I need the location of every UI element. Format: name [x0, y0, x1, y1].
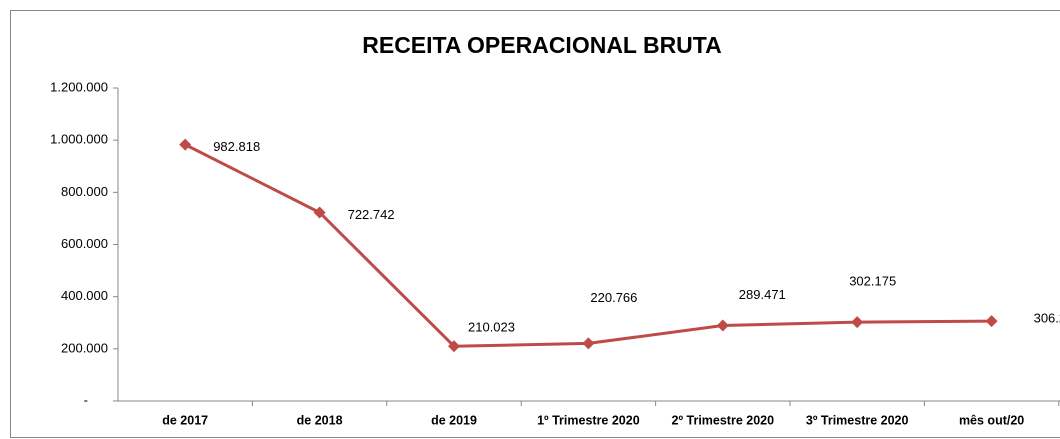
marker: [716, 319, 729, 332]
marker: [851, 316, 864, 329]
y-tick-label: -: [84, 392, 88, 407]
data-label: 982.818: [213, 139, 260, 154]
marker: [582, 337, 595, 350]
x-tick-label: 1º Trimestre 2020: [537, 413, 640, 427]
data-label: 220.766: [590, 290, 637, 305]
data-label: 302.175: [849, 274, 896, 289]
data-label: 722.742: [348, 207, 395, 222]
marker: [313, 206, 326, 219]
chart-title: RECEITA OPERACIONAL BRUTA: [362, 32, 722, 58]
chart-border: [10, 10, 1060, 438]
x-tick-label: de 2019: [431, 413, 477, 427]
marker: [448, 340, 460, 353]
x-tick-label: de 2017: [162, 413, 208, 427]
x-tick-label: 2º Trimestre 2020: [672, 413, 775, 427]
data-label: 306.237: [1034, 311, 1060, 326]
marker: [985, 315, 998, 328]
y-tick-label: 1.000.000: [50, 132, 108, 147]
x-tick-label: 3º Trimestre 2020: [806, 413, 909, 427]
marker: [179, 138, 192, 151]
data-label: 289.471: [739, 287, 786, 302]
y-tick-label: 600.000: [61, 236, 108, 251]
data-label: 210.023: [468, 320, 515, 335]
y-tick-label: 1.200.000: [50, 79, 108, 94]
x-tick-label: mês out/20: [959, 413, 1024, 427]
x-tick-label: de 2018: [297, 413, 343, 427]
y-tick-label: 800.000: [61, 184, 108, 199]
y-tick-label: 400.000: [61, 288, 108, 303]
y-tick-label: 200.000: [61, 340, 108, 355]
